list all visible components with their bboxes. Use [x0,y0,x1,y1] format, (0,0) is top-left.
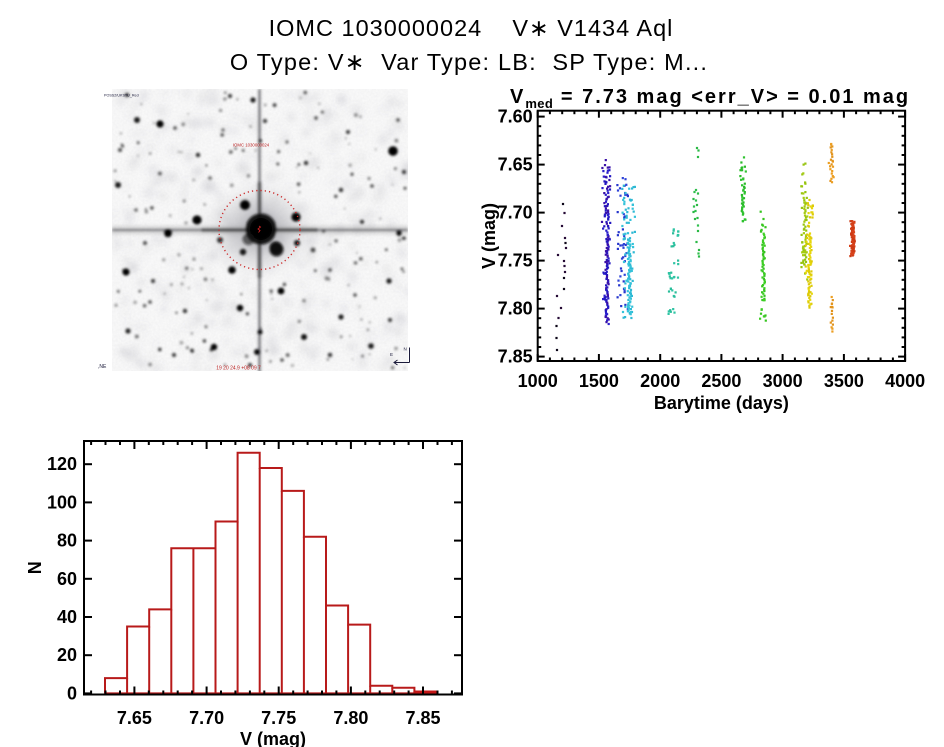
svg-text:0: 0 [67,683,77,703]
svg-text:7.75: 7.75 [261,708,296,728]
svg-text:7.75: 7.75 [498,251,533,271]
svg-text:1500: 1500 [579,371,619,391]
svg-text:7.85: 7.85 [405,708,440,728]
svg-text:V (mag): V (mag) [479,203,499,269]
svg-text:7.80: 7.80 [498,299,533,319]
svg-text:1000: 1000 [518,371,558,391]
svg-text:2500: 2500 [701,371,741,391]
svg-text:E: E [390,352,393,357]
svg-text:120: 120 [47,454,77,474]
svg-text:N: N [404,347,407,352]
svg-text:IOMC 1030000024: IOMC 1030000024 [233,143,270,148]
svg-text:V (mag): V (mag) [240,729,306,747]
svg-text:80: 80 [57,531,77,551]
svg-text:7.80: 7.80 [333,708,368,728]
svg-text:3000: 3000 [763,371,803,391]
svg-text:20: 20 [57,645,77,665]
svg-text:19 20 24.9 +08 09 7: 19 20 24.9 +08 09 7 [216,366,261,372]
svg-text:Barytime (days): Barytime (days) [654,393,789,413]
svg-text:100: 100 [47,492,77,512]
svg-text:,NE: ,NE [98,364,107,370]
svg-text:7.70: 7.70 [189,708,224,728]
svg-text:40: 40 [57,607,77,627]
svg-text:7.70: 7.70 [498,203,533,223]
svg-text:4000: 4000 [885,371,925,391]
svg-text:POSS2/UKSTU_Red: POSS2/UKSTU_Red [104,94,139,98]
svg-text:7.65: 7.65 [117,708,152,728]
svg-text:60: 60 [57,569,77,589]
svg-text:2000: 2000 [640,371,680,391]
svg-text:7.60: 7.60 [498,107,533,127]
svg-text:7.65: 7.65 [498,155,533,175]
svg-text:Vmed = 7.73 mag <err_V> =: Vmed = 7.73 mag <err_V> = 0.01 mag [510,86,910,111]
svg-text:7.85: 7.85 [498,347,533,367]
svg-text:3500: 3500 [824,371,864,391]
svg-text:N: N [25,561,45,574]
